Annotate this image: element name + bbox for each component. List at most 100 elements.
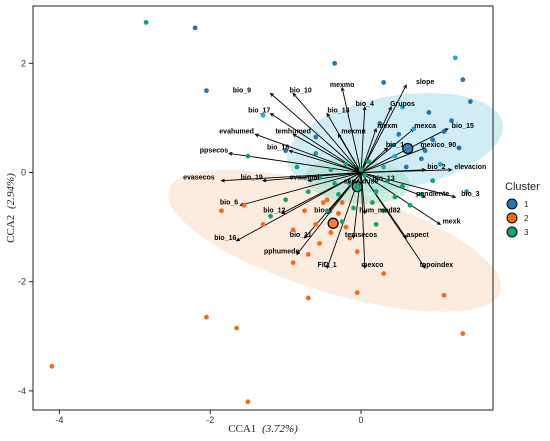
variable-label-pphumedo: pphumedo [264, 248, 300, 255]
point-cluster-3 [392, 194, 398, 200]
variable-label-bio_6: bio_6 [220, 199, 238, 206]
point-cluster-2 [460, 331, 466, 336]
legend-entries: 1 2 3 [506, 198, 529, 238]
variable-label-bio_16: bio_16 [214, 235, 236, 242]
point-cluster-1 [332, 60, 338, 66]
point-cluster-3 [369, 200, 375, 205]
point-cluster-3 [324, 208, 330, 214]
point-cluster-3 [294, 164, 300, 170]
arrowhead-pendiente [421, 194, 427, 198]
point-cluster-1 [381, 164, 387, 170]
variable-label-mexk: mexk [443, 218, 461, 225]
point-cluster-3 [366, 159, 371, 164]
point-cluster-3 [407, 202, 413, 208]
x-tick-label: -2 [206, 415, 214, 425]
point-cluster-2 [354, 249, 360, 255]
point-cluster-3 [328, 167, 334, 173]
arrowhead-mexm [373, 127, 377, 133]
arrowhead-evasecos [220, 178, 225, 183]
arrow-mexmo [341, 87, 362, 173]
arrow-mexmn [338, 134, 362, 173]
variable-label-mexico_90_: mexico_90_ [420, 142, 460, 149]
arrow-bio_9 [270, 93, 362, 173]
variable-label-pendiente: pendiente [416, 191, 449, 198]
legend-label-1: 1 [524, 200, 529, 209]
point-cluster-1 [377, 120, 383, 126]
point-cluster-1 [430, 137, 436, 143]
point-cluster-2 [219, 208, 224, 214]
arrowhead-bio_10 [292, 92, 297, 97]
point-cluster-3 [373, 221, 379, 227]
arrowhead-Grupos [388, 106, 392, 111]
point-cluster-1 [452, 55, 458, 61]
point-cluster-2 [441, 292, 447, 298]
arrow-mexca [360, 128, 415, 173]
x-tick-label: -4 [55, 415, 63, 425]
variable-labels: bio_9 bio_10 mexmo slope bio_17 bio_14 bio_4 Gr… [183, 79, 486, 269]
point-cluster-2 [339, 200, 345, 205]
x-axis-title: CCA1 (3.72%) [228, 423, 298, 435]
arrowhead-bio_3 [451, 194, 457, 199]
arrowhead-elevacion [448, 167, 453, 172]
variable-label-bio_12: bio_12 [263, 207, 285, 214]
point-cluster-2 [317, 241, 322, 246]
y-tick-label: 0 [21, 168, 26, 178]
point-cluster-2 [381, 271, 387, 276]
point-cluster-2 [343, 224, 349, 230]
arrow-bio_10 [292, 93, 362, 173]
point-cluster-1 [400, 104, 405, 110]
centroid-cluster-3 [351, 181, 363, 193]
point-cluster-3 [317, 175, 322, 181]
y-axis-title-pct: (2.94%) [5, 173, 17, 209]
point-cluster-3 [336, 191, 341, 197]
point-cluster-3 [268, 213, 273, 219]
point-cluster-3 [351, 205, 356, 211]
legend-swatch-1 [506, 198, 518, 210]
arrowhead-bio_1 [383, 147, 389, 152]
point-cluster-2 [305, 295, 311, 301]
point-cluster-3 [245, 153, 251, 159]
variable-label-bio_17: bio_17 [248, 108, 270, 115]
y-axis-title: CCA2 (2.94%) [5, 173, 17, 243]
variable-label-mexca: mexca [414, 123, 436, 130]
centroid-cluster-2 [327, 217, 339, 229]
legend-label-2: 2 [524, 214, 529, 223]
arrowhead-temsecos [351, 234, 356, 240]
variable-label-bio_2: bio_2 [427, 164, 445, 171]
point-cluster-1 [381, 80, 387, 85]
point-cluster-2 [313, 221, 319, 227]
arrow-bio_16 [236, 172, 362, 242]
point-cluster-1 [260, 112, 266, 118]
arrow-mexk [360, 172, 441, 225]
variable-label-bio_9: bio_9 [233, 87, 251, 94]
point-cluster-2 [241, 202, 247, 208]
point-cluster-1 [441, 129, 447, 134]
arrow-bio_6 [240, 172, 362, 206]
arrowhead-bio_18 [288, 149, 293, 154]
point-cluster-2 [302, 208, 307, 214]
arrowhead-slope [403, 84, 407, 89]
point-cluster-1 [313, 134, 319, 140]
arrowhead-mexmo [340, 86, 345, 92]
point-cluster-3 [347, 181, 353, 186]
arrow-evahumed [255, 133, 362, 173]
variable-label-Grupos: Grupos [390, 101, 415, 108]
arrowhead-evahumed [254, 133, 259, 138]
legend-swatch-2 [506, 212, 518, 224]
variable-label-bio_10: bio_10 [290, 87, 312, 94]
point-cluster-1 [449, 118, 454, 124]
legend-title: Cluster [505, 181, 540, 193]
variable-label-temhumed: temhumed [275, 128, 310, 135]
point-cluster-3 [332, 181, 338, 186]
x-axis-title-pct: (3.72%) [262, 423, 298, 435]
arrow-ppsecos [229, 152, 362, 173]
variable-label-evahumed: evahumed [219, 128, 254, 135]
point-cluster-2 [260, 221, 266, 227]
point-cluster-2 [290, 260, 296, 265]
variable-label-bio_15: bio_15 [452, 123, 474, 130]
arrow-topoindex [360, 172, 426, 269]
point-cluster-2 [290, 227, 296, 233]
variable-label-bio_19: bio_19 [241, 175, 263, 182]
point-cluster-3 [418, 191, 424, 197]
